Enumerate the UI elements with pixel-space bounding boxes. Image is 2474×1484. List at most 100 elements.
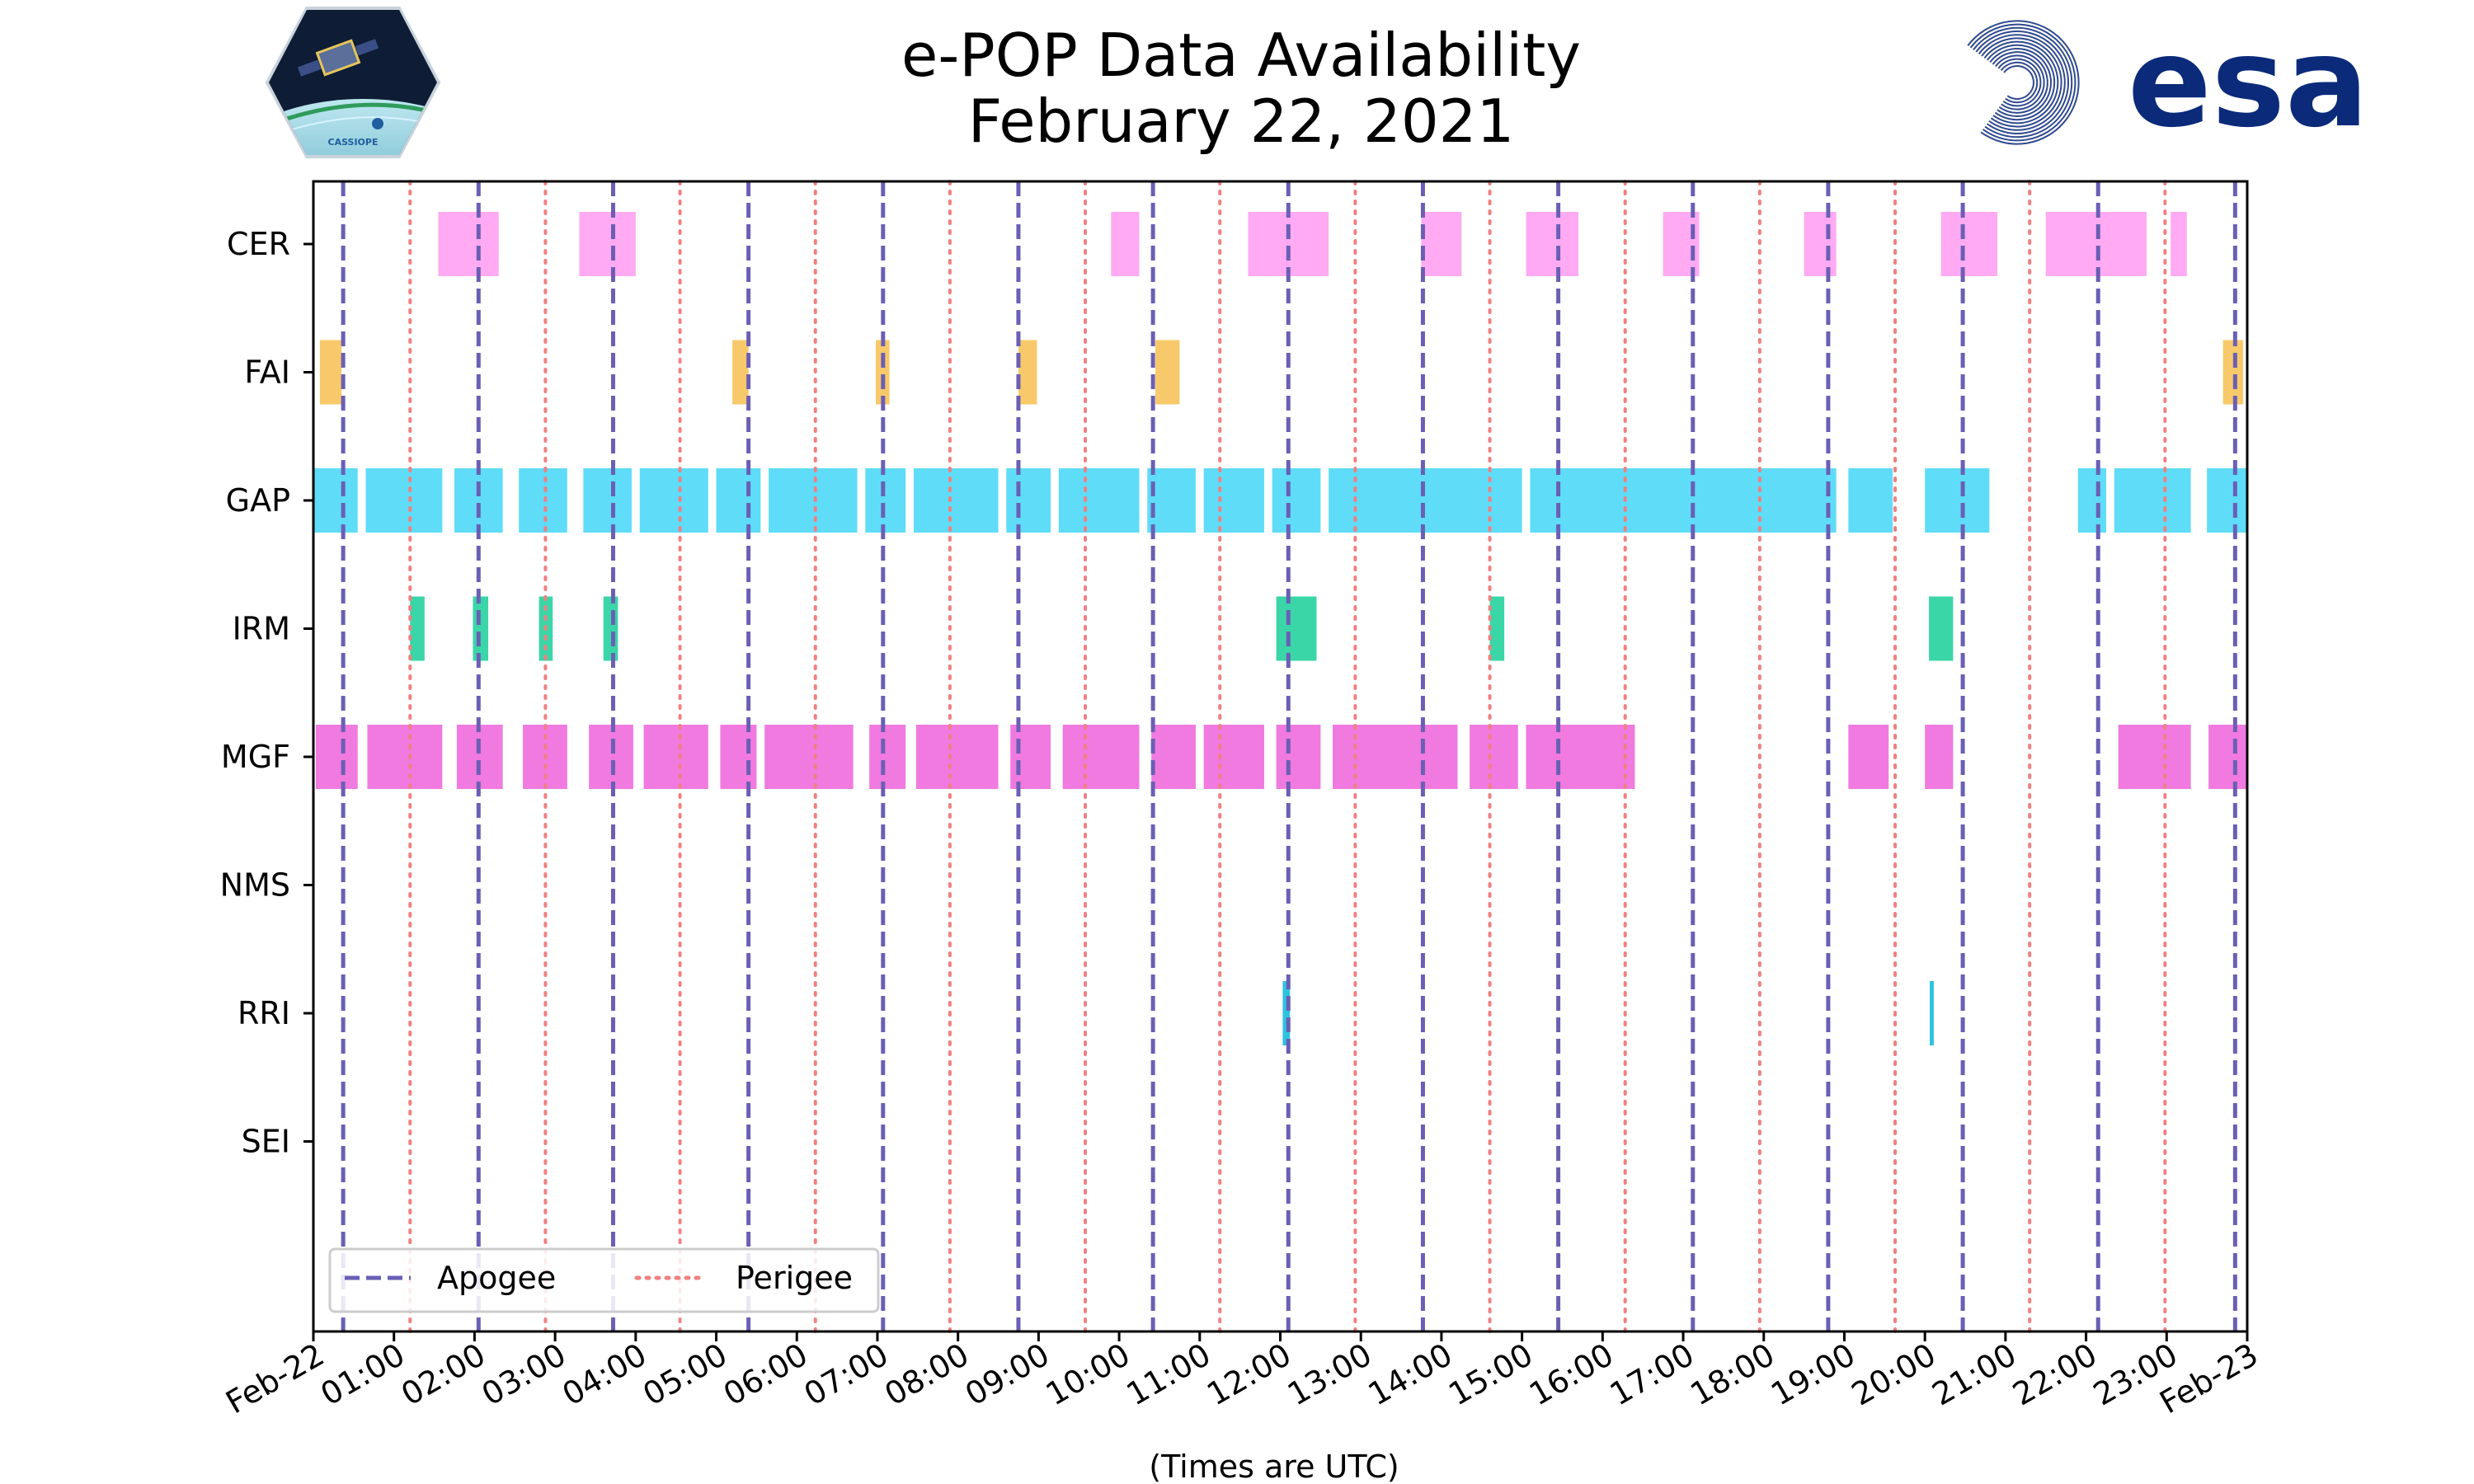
availability-bar-mgf [1010, 725, 1051, 789]
x-tick-label: 01:00 [314, 1336, 411, 1413]
legend-apogee-label: Apogee [437, 1260, 556, 1296]
availability-bar-gap [1530, 468, 1837, 533]
legend-perigee-label: Perigee [736, 1260, 853, 1296]
esa-swirl-arc [2003, 65, 2034, 100]
availability-bar-mgf [1276, 725, 1321, 789]
availability-bar-gap [1058, 468, 1140, 533]
x-tick-label: 14:00 [1362, 1336, 1459, 1413]
availability-bar-gap [519, 468, 567, 533]
esa-swirl-arc [1986, 44, 2056, 121]
availability-bar-gap [1329, 468, 1522, 533]
esa-swirl-arc [1967, 20, 2080, 145]
availability-bar-irm [410, 596, 425, 661]
x-tick-label: Feb-22 [219, 1336, 330, 1421]
y-tick-label-mgf: MGF [221, 739, 290, 775]
availability-bar-gap [769, 468, 858, 533]
availability-bar-irm [1276, 596, 1317, 661]
availability-bar-fai [319, 340, 342, 405]
x-tick-label: 03:00 [476, 1336, 572, 1413]
availability-bar-irm [603, 596, 618, 661]
legend: Apogee Perigee [328, 1247, 880, 1313]
availability-bar-irm [1929, 596, 1954, 661]
availability-bar-gap [454, 468, 503, 533]
availability-bar-mgf [764, 725, 854, 789]
availability-bar-mgf [869, 725, 906, 789]
x-tick-label: 07:00 [798, 1336, 895, 1413]
availability-bar-gap [1272, 468, 1321, 533]
availability-bar-mgf [1203, 725, 1264, 789]
y-tick-label-cer: CER [227, 226, 290, 262]
x-tick-label: 19:00 [1765, 1336, 1861, 1413]
availability-bar-gap [1848, 468, 1893, 533]
esa-swirl-icon [1967, 20, 2080, 145]
availability-bar-fai [732, 340, 749, 405]
esa-swirl-arc [1981, 37, 2062, 128]
availability-bar-gap [1147, 468, 1196, 533]
x-tick-label: 05:00 [637, 1336, 733, 1413]
x-tick-label: 11:00 [1120, 1336, 1216, 1413]
availability-bar-gap [2207, 468, 2247, 533]
availability-bar-gap [865, 468, 906, 533]
availability-bar-cer [1111, 212, 1140, 276]
esa-logo: esa [1967, 12, 2368, 155]
availability-bar-gap [365, 468, 443, 533]
availability-bar-mgf [1151, 725, 1196, 789]
availability-bar-gap [1203, 468, 1264, 533]
availability-bar-mgf [2208, 725, 2247, 789]
availability-bar-fai [2222, 340, 2244, 405]
availability-bar-fai [1155, 340, 1180, 405]
x-axis-label: (Times are UTC) [1149, 1449, 1399, 1484]
availability-bar-mgf [1470, 725, 1518, 789]
x-tick-label: 10:00 [1040, 1336, 1136, 1413]
x-tick-label: 16:00 [1523, 1336, 1620, 1413]
x-tick-label: 13:00 [1282, 1336, 1378, 1413]
availability-bar-mgf [1333, 725, 1458, 789]
y-tick-label-rri: RRI [238, 995, 290, 1031]
x-tick-label: 04:00 [556, 1336, 652, 1413]
availability-bar-cer [579, 212, 636, 276]
x-tick-label: 18:00 [1684, 1336, 1780, 1413]
esa-swirl-arc [1969, 23, 2077, 142]
y-tick-label-irm: IRM [233, 611, 290, 647]
availability-bar-mgf [915, 725, 999, 789]
availability-bar-gap [913, 468, 999, 533]
availability-bar-gap [313, 468, 358, 533]
availability-bar-mgf [315, 725, 358, 789]
availability-bar-cer [1804, 212, 1837, 276]
availability-bar-cer [1526, 212, 1579, 276]
x-tick-label: 21:00 [1926, 1336, 2023, 1413]
availability-bar-cer [1421, 212, 1462, 276]
y-tick-label-nms: NMS [220, 867, 290, 904]
x-tick-label: 02:00 [395, 1336, 492, 1413]
esa-swirl-arc [1973, 26, 2073, 139]
esa-swirl-arc [1983, 40, 2059, 124]
availability-bar-gap [1925, 468, 1990, 533]
esa-swirl-arc [1997, 58, 2042, 107]
availability-bar-gap [639, 468, 708, 533]
esa-swirl-arc [1975, 31, 2069, 135]
availability-bar-gap [2077, 468, 2107, 533]
availability-bar-gap [716, 468, 761, 533]
availability-bar-gap [2114, 468, 2191, 533]
chart-title-line-2: February 22, 2021 [968, 87, 1515, 156]
availability-bar-fai [876, 340, 890, 405]
availability-bar-mgf [2118, 725, 2191, 789]
availability-bar-cer [1663, 212, 1700, 276]
x-tick-label: 22:00 [2006, 1336, 2103, 1413]
esa-swirl-arc [1995, 54, 2045, 110]
availability-bar-cer [1940, 212, 1998, 276]
x-tick-label: 20:00 [1846, 1336, 1942, 1413]
chart-title-line-1: e-POP Data Availability [901, 21, 1581, 90]
esa-logo-text: esa [2128, 12, 2368, 155]
availability-bar-cer [2171, 212, 2187, 276]
availability-bar-mgf [1925, 725, 1954, 789]
legend-box [328, 1247, 880, 1313]
availability-bar-cer [1248, 212, 1329, 276]
availability-bar-irm [473, 596, 489, 661]
availability-bar-fai [1018, 340, 1037, 405]
x-tick-label: 17:00 [1604, 1336, 1700, 1413]
availability-bar-irm [1489, 596, 1505, 661]
availability-bar-mgf [1526, 725, 1635, 789]
availability-bar-rri [1930, 981, 1934, 1045]
